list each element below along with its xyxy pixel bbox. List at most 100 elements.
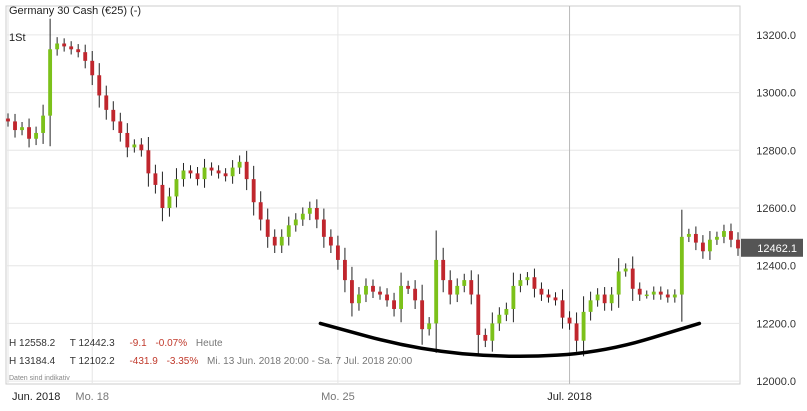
candle-up — [427, 323, 432, 330]
candle-down — [385, 294, 389, 301]
last-price-label: 12462.1 — [757, 243, 797, 255]
candle-down — [111, 109, 116, 122]
candle-down — [420, 300, 425, 330]
last-price-tag — [741, 238, 803, 257]
candle-down — [209, 167, 214, 171]
candle-down — [146, 150, 151, 174]
stats-today-high: H 12558.2 — [9, 338, 56, 349]
y-tick-label: 13000.0 — [756, 88, 796, 100]
candle-down — [532, 277, 537, 289]
indicative-note: Daten sind indikativ — [9, 375, 70, 382]
candle-down — [321, 219, 326, 237]
candle-down — [693, 233, 698, 243]
candle-down — [736, 239, 740, 249]
candle-down — [314, 207, 319, 220]
candle-up — [623, 268, 628, 272]
stats-range-high: H 13184.4 — [9, 356, 56, 367]
stats-today-low: T 12442.3 — [69, 338, 115, 349]
candle-down — [567, 317, 572, 324]
candle-down — [160, 184, 165, 208]
y-tick-label: 12400.0 — [756, 261, 796, 273]
candle-down — [153, 173, 158, 185]
candle-up — [202, 167, 207, 180]
candle-up — [616, 271, 621, 295]
candle-down — [118, 121, 123, 133]
candle-down — [223, 173, 228, 177]
plot-frame — [5, 5, 741, 385]
candle-down — [378, 291, 382, 295]
x-tick-label: Mo. 18 — [75, 391, 109, 403]
candle-down — [637, 288, 642, 295]
stats-range-low: T 12102.2 — [69, 356, 115, 367]
candle-up — [581, 311, 586, 341]
candle-up — [132, 144, 137, 148]
x-tick-label: Jul. 2018 — [547, 391, 592, 403]
candle-down — [244, 161, 249, 180]
stats-today-change: -9.1 — [129, 338, 147, 349]
candle-down — [483, 334, 488, 341]
candle-up — [48, 49, 53, 116]
candle-down — [188, 170, 193, 174]
candle-down — [546, 294, 551, 298]
candle-down — [216, 170, 221, 174]
candle-up — [41, 115, 46, 133]
candle-down — [441, 259, 446, 281]
candle-down — [139, 144, 144, 151]
candle-up — [679, 236, 684, 295]
candle-up — [595, 294, 600, 301]
stats-range-change: -431.9 — [129, 356, 158, 367]
candle-up — [518, 280, 523, 286]
candle-up — [497, 314, 502, 324]
x-tick-label: Jun. 2018 — [12, 391, 60, 403]
candle-down — [335, 245, 340, 260]
candle-down — [574, 323, 579, 341]
candle-up — [672, 294, 677, 298]
candle-down — [13, 121, 17, 131]
candle-up — [715, 236, 719, 240]
candle-up — [490, 323, 495, 341]
candle-up — [357, 294, 361, 304]
candle-up — [651, 291, 656, 295]
candle-down — [342, 259, 347, 281]
candle-down — [371, 285, 375, 292]
candle-down — [729, 231, 733, 240]
candle-up — [181, 170, 186, 180]
candle-up — [300, 213, 305, 220]
candle-up — [644, 294, 649, 297]
candle-down — [539, 288, 544, 295]
x-tick-label: Mo. 25 — [321, 391, 355, 403]
candle-down — [251, 179, 256, 203]
candle-up — [34, 132, 39, 139]
candle-down — [83, 52, 88, 61]
candle-down — [658, 291, 663, 295]
stats-today-change-pct: -0.07% — [155, 338, 188, 349]
candle-down — [265, 219, 270, 237]
interval-label: 1St — [9, 32, 26, 44]
candle-up — [707, 239, 712, 252]
candle-down — [602, 294, 607, 304]
y-tick-label: 12000.0 — [756, 376, 796, 388]
candle-down — [97, 75, 102, 96]
candle-down — [448, 280, 453, 295]
y-tick-label: 12800.0 — [756, 145, 796, 157]
candle-up — [55, 43, 60, 50]
y-tick-label: 13200.0 — [756, 30, 796, 42]
candle-down — [272, 236, 277, 246]
candle-up — [462, 280, 467, 286]
candle-down — [104, 95, 109, 110]
candle-up — [174, 179, 179, 197]
candle-up — [279, 236, 284, 246]
candle-down — [553, 297, 558, 301]
candle-up — [609, 294, 614, 304]
stats-today: H 12558.2 T 12442.3 -9.1 -0.07% Heute — [9, 338, 229, 349]
candle-down — [469, 280, 474, 295]
candle-down — [69, 46, 74, 50]
candle-up — [167, 196, 172, 208]
candle-up — [686, 233, 691, 237]
candle-up — [588, 300, 593, 312]
candle-down — [328, 236, 333, 246]
candle-down — [630, 268, 635, 289]
candle-up — [364, 285, 368, 295]
